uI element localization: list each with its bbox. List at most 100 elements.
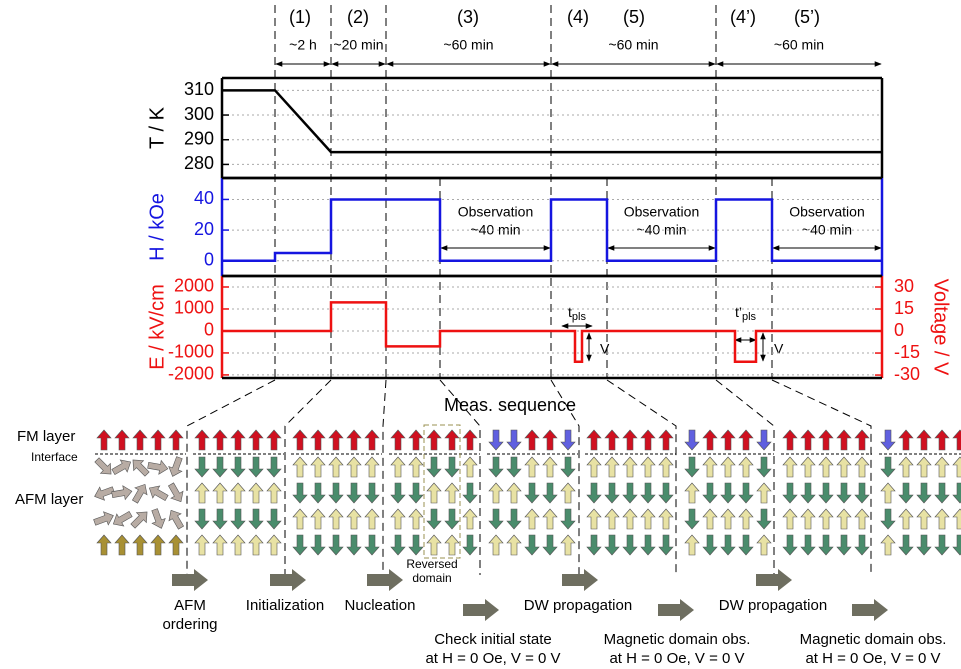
- phase-label: (5): [623, 7, 645, 27]
- y-tick-label: 280: [184, 153, 214, 173]
- step-label: Magnetic domain obs.: [604, 631, 751, 648]
- spin-arrow: [230, 508, 246, 530]
- process-arrow: [756, 569, 792, 591]
- spin-arrow: [604, 534, 620, 556]
- spin-arrow: [684, 508, 700, 530]
- spin-arrow: [212, 429, 228, 451]
- spin-arrow: [916, 482, 932, 504]
- connector: [186, 379, 276, 575]
- y-tick-label: 300: [184, 104, 214, 124]
- spin-arrow: [658, 456, 674, 478]
- pulse-symbol: t’: [735, 304, 742, 320]
- spin-arrow: [248, 534, 264, 556]
- spin-arrow: [898, 429, 914, 451]
- step-label: Initialization: [246, 597, 324, 614]
- spin-arrow: [111, 459, 132, 476]
- spin-arrow: [640, 429, 656, 451]
- y-tick-label: 2000: [174, 276, 214, 296]
- spin-arrow: [212, 456, 228, 478]
- spin-arrow: [782, 429, 798, 451]
- spin-arrow: [898, 456, 914, 478]
- spin-arrow: [640, 456, 656, 478]
- spin-arrow: [408, 456, 424, 478]
- spin-arrow: [328, 456, 344, 478]
- spin-arrow: [800, 429, 816, 451]
- spin-arrow: [488, 534, 504, 556]
- spin-arrow: [248, 429, 264, 451]
- spin-arrow: [524, 482, 540, 504]
- spin-arrow: [702, 456, 718, 478]
- data-line: [222, 301, 882, 363]
- data-line: [222, 198, 882, 262]
- pulse-symbol: t: [568, 304, 572, 320]
- spin-arrow: [560, 429, 576, 451]
- spin-arrow: [167, 482, 184, 503]
- spin-arrow: [756, 482, 772, 504]
- spin-arrow: [151, 508, 166, 529]
- spin-arrow: [444, 482, 460, 504]
- spin-arrow: [310, 429, 326, 451]
- spin-arrow: [130, 511, 148, 529]
- spin-arrow: [542, 482, 558, 504]
- spin-arrow: [328, 482, 344, 504]
- spin-arrow: [364, 429, 380, 451]
- spin-arrow: [150, 429, 166, 451]
- spin-arrow: [782, 534, 798, 556]
- spin-arrow: [168, 456, 183, 477]
- spin-arrow: [756, 456, 772, 478]
- spin-arrow: [194, 482, 210, 504]
- spin-arrow: [916, 456, 932, 478]
- spin-arrow: [782, 482, 798, 504]
- spin-arrow: [462, 508, 478, 530]
- spin-arrow: [560, 482, 576, 504]
- spin-arrow: [738, 534, 754, 556]
- spin-arrow: [506, 534, 522, 556]
- spin-arrow: [212, 482, 228, 504]
- spin-arrow: [782, 508, 798, 530]
- spin-arrow: [702, 429, 718, 451]
- spin-arrow: [488, 456, 504, 478]
- spin-arrow: [658, 429, 674, 451]
- connector: [606, 379, 677, 575]
- spin-arrow: [212, 534, 228, 556]
- spin-arrow: [738, 429, 754, 451]
- spin-arrow: [560, 534, 576, 556]
- spin-arrow: [230, 534, 246, 556]
- spin-arrow: [720, 482, 736, 504]
- spin-arrow: [542, 508, 558, 530]
- spin-arrow: [292, 482, 308, 504]
- spin-arrow: [230, 456, 246, 478]
- spin-arrow: [292, 534, 308, 556]
- phase-label: (1): [289, 7, 311, 27]
- spin-arrow: [426, 534, 442, 556]
- spin-arrow: [880, 456, 896, 478]
- spin-arrow: [952, 508, 961, 530]
- spin-arrow: [854, 482, 870, 504]
- spin-arrow: [462, 456, 478, 478]
- spin-arrow: [168, 509, 185, 530]
- observation-label: Observation: [624, 204, 699, 220]
- phase-label: (4): [567, 7, 589, 27]
- spin-arrow: [462, 429, 478, 451]
- spin-arrow: [916, 508, 932, 530]
- spin-arrow: [800, 534, 816, 556]
- observation-label: Observation: [458, 204, 533, 220]
- spin-arrow: [854, 534, 870, 556]
- reversed-domain-label: Reversed: [406, 557, 457, 571]
- spin-arrow: [266, 534, 282, 556]
- spin-arrow: [346, 429, 362, 451]
- spin-arrow: [934, 456, 950, 478]
- y2-tick-label: 15: [894, 298, 914, 318]
- spin-arrow: [506, 482, 522, 504]
- spin-arrow: [622, 508, 638, 530]
- spin-arrow: [702, 508, 718, 530]
- spin-arrow: [640, 508, 656, 530]
- pulse-height-label: V: [600, 341, 610, 357]
- spin-arrow: [408, 508, 424, 530]
- spin-arrow: [800, 482, 816, 504]
- y-tick-label: 40: [194, 188, 214, 208]
- spin-arrow: [898, 508, 914, 530]
- spin-arrow: [640, 534, 656, 556]
- pulse-width-label: tpls: [568, 304, 586, 323]
